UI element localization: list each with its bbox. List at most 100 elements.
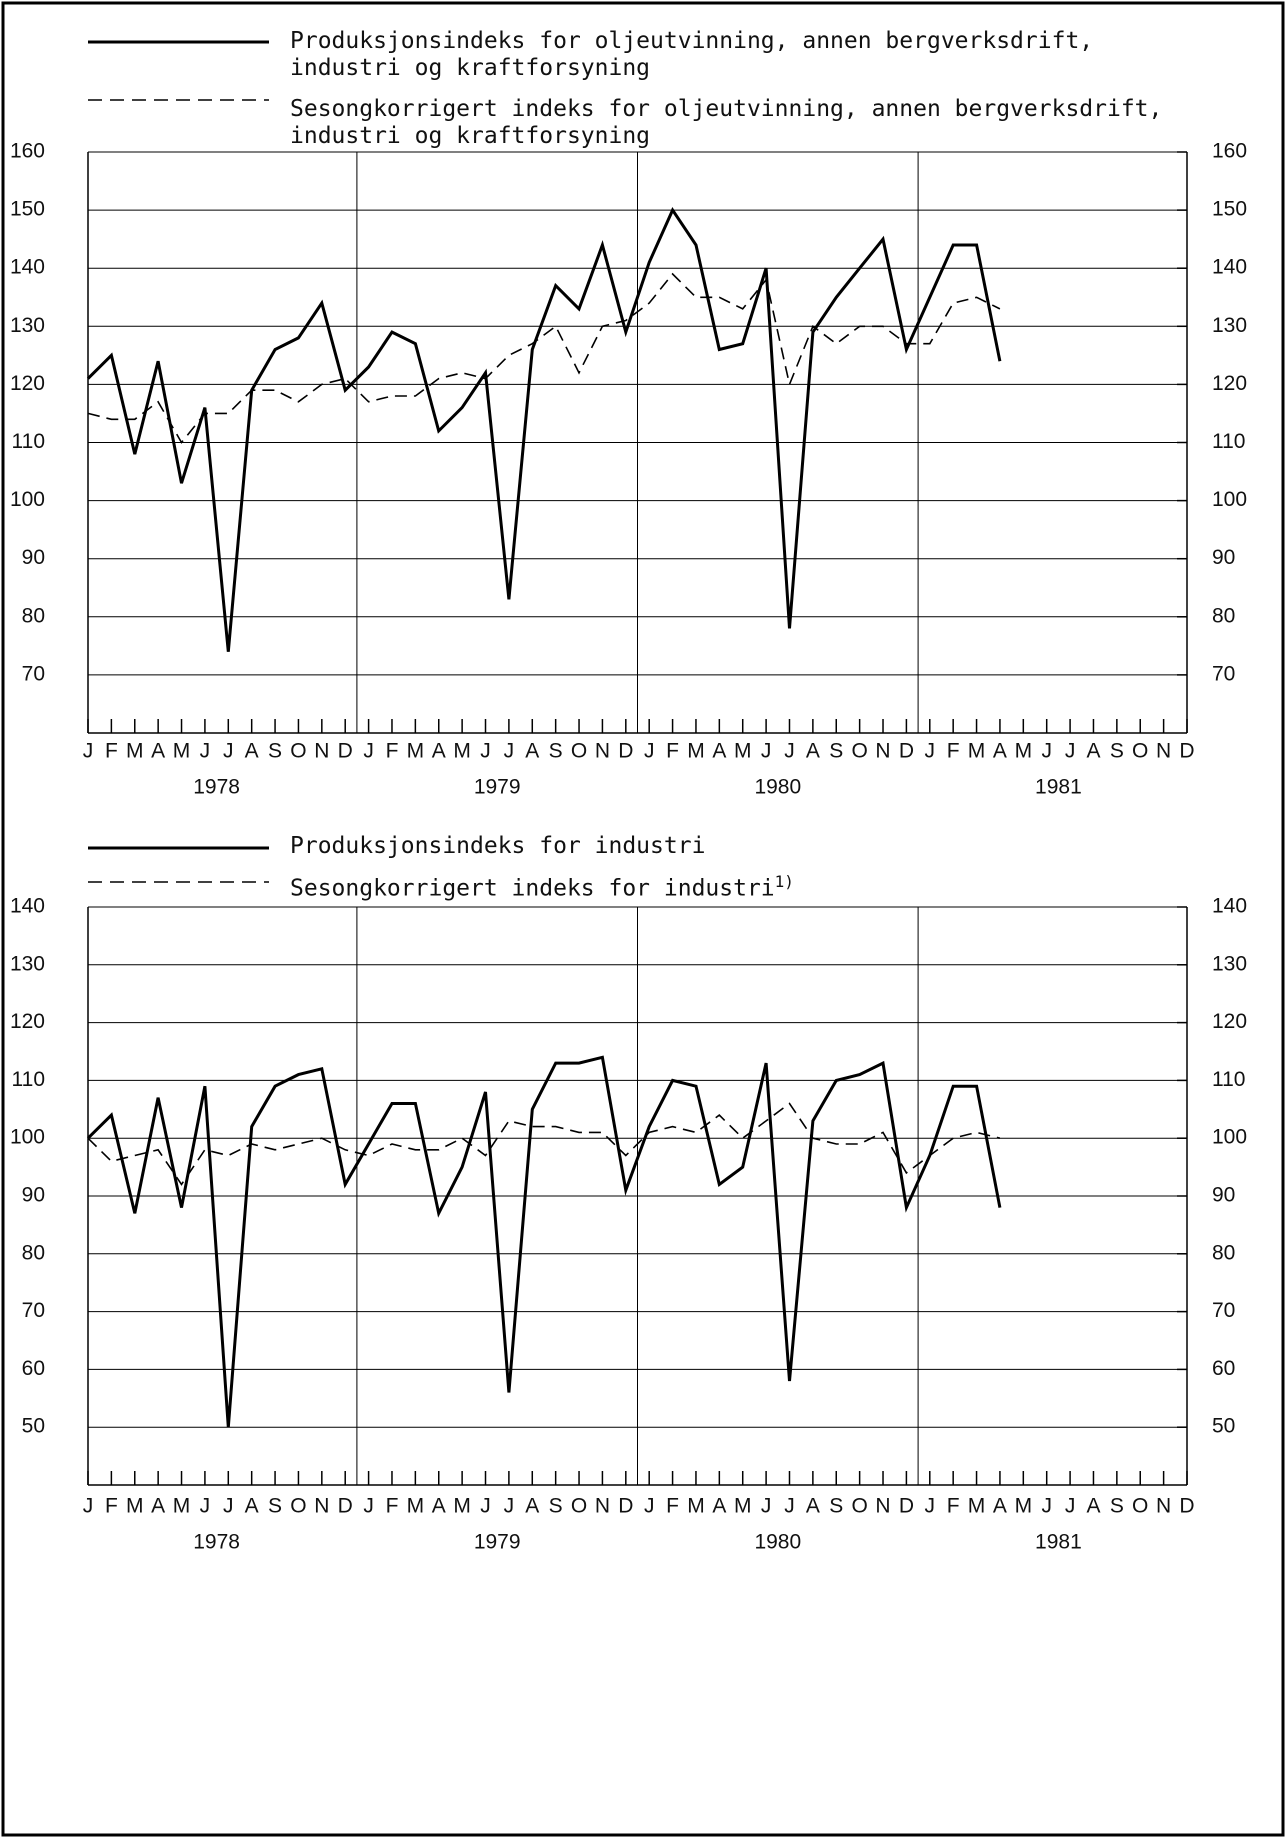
legend-label: Sesongkorrigert indeks for oljeutvinning… [290,96,1170,150]
x-tick-label: O [1132,740,1148,763]
x-tick-label: J [925,1495,936,1518]
x-tick-label: F [105,1495,118,1518]
y-tick-label-right: 60 [1212,1357,1235,1380]
x-tick-label: A [712,740,726,763]
series-line [86,1055,1002,1428]
y-tick-label-right: 150 [1212,198,1247,221]
y-tick-label: 150 [10,198,45,221]
x-tick-label: J [363,1495,374,1518]
x-tick-label: O [851,1495,867,1518]
x-tick-label: S [1110,740,1124,763]
x-tick-label: D [338,1495,353,1518]
legend-text: Produksjonsindeks for industri [290,833,706,859]
x-tick-label: N [595,1495,610,1518]
footnote-mark: 1) [774,872,794,891]
x-tick-label: O [290,1495,306,1518]
x-tick-label: M [126,740,144,763]
x-tick-label: M [407,1495,425,1518]
x-tick-label: J [200,740,211,763]
x-tick-label: A [525,1495,539,1518]
y-tick-label-right: 140 [1212,895,1247,918]
x-tick-label: A [806,1495,820,1518]
y-tick-label-right: 130 [1212,314,1247,337]
x-tick-label: S [549,1495,563,1518]
x-tick-label: J [83,1495,94,1518]
x-tick-label: N [595,740,610,763]
legend-label: Produksjonsindeks for oljeutvinning, ann… [290,28,1170,82]
x-tick-label: M [453,1495,471,1518]
x-tick-label: J [784,740,795,763]
legend-label: Produksjonsindeks for industri [290,833,1170,860]
legend-label: Sesongkorrigert indeks for industri1) [290,868,1170,903]
x-tick-label: J [200,1495,211,1518]
x-tick-label: S [1110,1495,1124,1518]
x-tick-label: M [407,740,425,763]
x-tick-label: J [504,1495,515,1518]
y-tick-label-right: 50 [1212,1415,1235,1438]
y-tick-label: 110 [12,430,45,453]
x-tick-label: F [947,740,960,763]
year-label: 1981 [1035,776,1082,799]
legend-text: Sesongkorrigert indeks for industri [290,875,775,902]
x-tick-label: M [453,740,471,763]
x-tick-label: A [432,1495,446,1518]
x-tick-label: D [899,740,914,763]
x-tick-label: M [734,740,752,763]
y-tick-label: 80 [22,604,45,627]
y-tick-label-right: 110 [1212,1068,1245,1091]
x-tick-label: J [644,740,655,763]
x-tick-label: M [1015,1495,1033,1518]
y-tick-label-right: 90 [1212,546,1235,569]
x-tick-label: F [105,740,118,763]
x-tick-label: A [525,740,539,763]
x-tick-label: A [1086,740,1100,763]
x-tick-label: A [151,1495,165,1518]
x-tick-label: F [666,1495,679,1518]
x-tick-label: N [314,740,329,763]
x-tick-label: M [968,1495,986,1518]
x-tick-label: S [268,740,282,763]
y-tick-label-right: 90 [1212,1184,1235,1207]
x-tick-label: O [290,740,306,763]
x-tick-label: J [223,740,234,763]
x-tick-label: A [806,740,820,763]
x-tick-label: J [83,740,94,763]
x-tick-label: J [223,1495,234,1518]
y-tick-label: 50 [22,1415,45,1438]
x-tick-label: A [993,1495,1007,1518]
legend-text: Produksjonsindeks for oljeutvinning, ann… [290,28,1094,81]
x-tick-label: J [1065,740,1076,763]
x-tick-label: O [571,740,587,763]
y-tick-label-right: 130 [1212,952,1247,975]
x-tick-label: A [432,740,446,763]
y-tick-label: 140 [10,895,45,918]
x-tick-label: S [549,740,563,763]
x-tick-label: M [173,740,191,763]
series-line [87,272,1001,444]
x-tick-label: M [687,1495,705,1518]
x-tick-label: O [571,1495,587,1518]
year-label: 1981 [1035,1531,1082,1554]
x-tick-label: S [268,1495,282,1518]
x-tick-label: A [1086,1495,1100,1518]
x-tick-label: N [1156,740,1171,763]
y-tick-label: 160 [10,140,45,163]
y-tick-label: 80 [22,1241,45,1264]
y-tick-label: 130 [10,314,45,337]
y-tick-label: 110 [12,1068,45,1091]
x-tick-label: F [666,740,679,763]
year-label: 1980 [754,1531,801,1554]
x-tick-label: A [712,1495,726,1518]
x-tick-label: M [734,1495,752,1518]
x-tick-label: J [504,740,515,763]
y-tick-label-right: 100 [1212,1126,1247,1149]
x-tick-label: N [1156,1495,1171,1518]
y-tick-label-right: 70 [1212,662,1235,685]
x-tick-label: D [899,1495,914,1518]
x-tick-label: D [338,740,353,763]
x-tick-label: A [993,740,1007,763]
x-tick-label: J [784,1495,795,1518]
x-tick-label: J [761,740,772,763]
